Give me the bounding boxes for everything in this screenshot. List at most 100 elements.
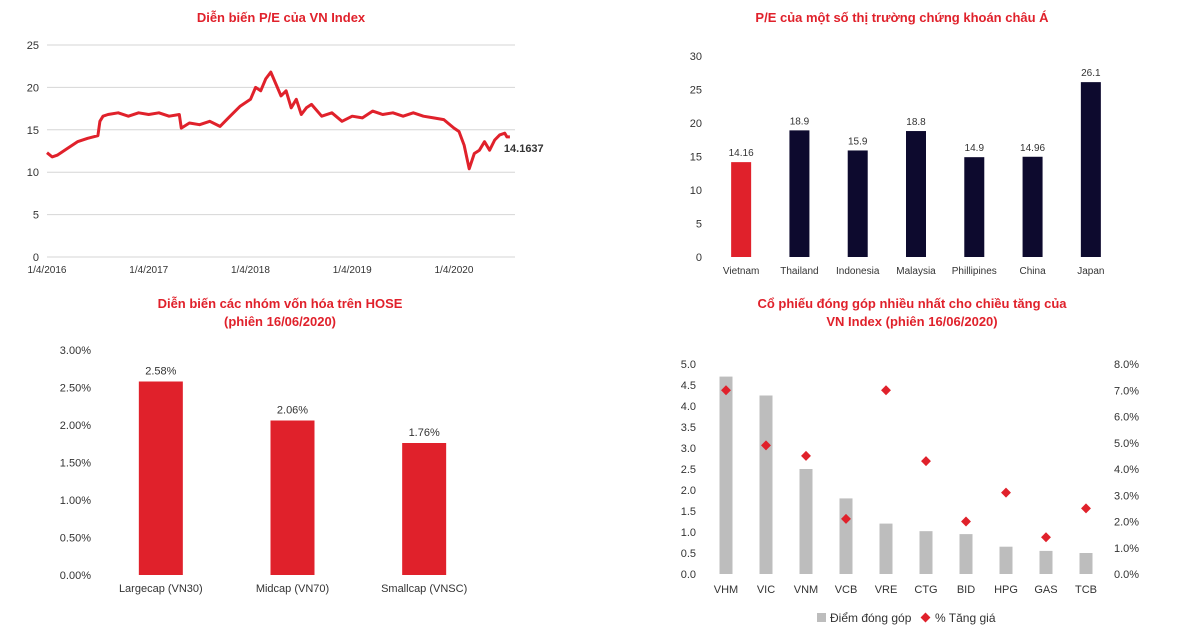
grid <box>47 44 515 258</box>
y-tick-label: 1.00% <box>60 495 91 507</box>
y-left-tick-label: 0.5 <box>681 548 696 560</box>
x-tick-label: CTG <box>914 584 937 596</box>
y-left-tick-label: 2.5 <box>681 464 696 476</box>
y-left-tick-label: 2.0 <box>681 485 696 497</box>
x-tick-label: China <box>1020 266 1047 277</box>
y-tick-label: 0 <box>33 252 39 264</box>
x-tick-label: Smallcap (VNSC) <box>381 583 467 595</box>
x-tick-label: Thailand <box>780 266 818 277</box>
y-tick-label: 25 <box>690 85 702 97</box>
bar-vic <box>759 395 773 574</box>
y-left-tick-label: 5.0 <box>681 359 696 371</box>
diamond-vre <box>881 385 891 396</box>
y-tick-label: 10 <box>690 185 702 197</box>
data-label: 18.8 <box>906 117 926 128</box>
x-tick-label: 1/4/2016 <box>28 265 67 276</box>
diamond-markers <box>721 385 1091 543</box>
chart-title-line-1: Cổ phiếu đóng góp nhiều nhất cho chiều t… <box>757 296 1067 311</box>
y-right-tick-label: 6.0% <box>1114 412 1139 424</box>
y-tick-label: 20 <box>27 82 39 94</box>
y-left-tick-label: 1.0 <box>681 527 696 539</box>
legend-label-diamond: % Tăng giá <box>935 611 996 625</box>
bar-vnm <box>799 469 813 574</box>
bar-group <box>402 443 447 575</box>
bar-japan <box>1080 82 1101 257</box>
data-label: 15.9 <box>848 136 868 147</box>
y-tick-label: 5 <box>33 210 39 222</box>
x-tick-label: VNM <box>794 584 818 596</box>
y-tick-label: 0.50% <box>60 533 91 545</box>
y-right-tick-label: 7.0% <box>1114 385 1139 397</box>
y-left-tick-label: 4.5 <box>681 380 696 392</box>
data-label: 1.76% <box>409 427 440 439</box>
y-right-tick-label: 4.0% <box>1114 464 1139 476</box>
chart-title-line-2: VN Index (phiên 16/06/2020) <box>826 314 997 329</box>
chart-pe-asia: P/E của một số thị trường chứng khoán ch… <box>690 10 1105 277</box>
x-tick-label: 1/4/2019 <box>333 265 372 276</box>
y-axis: 0 5 10 15 20 25 30 <box>690 51 702 264</box>
data-label: 14.96 <box>1020 143 1045 154</box>
bar-gas <box>1039 550 1053 574</box>
y-right-tick-label: 0.0% <box>1114 569 1139 581</box>
x-tick-label: 1/4/2020 <box>434 265 473 276</box>
y-axis: 0.00% 0.50% 1.00% 1.50% 2.00% 2.50% 3.00% <box>60 345 91 582</box>
bar-indonesia <box>847 150 868 257</box>
bar-vhm <box>719 376 733 574</box>
y-tick-label: 20 <box>690 118 702 130</box>
data-label: 2.06% <box>277 405 308 417</box>
bars: 14.16 Vietnam 18.9 Thailand 15.9 Indonesia 18.… <box>723 68 1105 277</box>
x-tick-label: Malaysia <box>896 266 936 277</box>
bar-vietnam <box>731 162 752 257</box>
y-left-tick-label: 0.0 <box>681 569 696 581</box>
series-line-pe-vnindex <box>46 70 510 171</box>
data-label: 2.58% <box>145 366 176 378</box>
y-tick-label: 1.50% <box>60 458 91 470</box>
diamond-vic <box>761 440 771 451</box>
y-right-tick-label: 2.0% <box>1114 517 1139 529</box>
y-tick-label: 2.50% <box>60 383 91 395</box>
x-tick-label: VIC <box>757 584 775 596</box>
x-tick-label: BID <box>957 584 975 596</box>
legend-label-bar: Điểm đóng góp <box>830 611 912 625</box>
y-tick-label: 5 <box>696 219 702 231</box>
x-tick-label: 1/4/2018 <box>231 265 270 276</box>
diamond-vhm <box>721 385 731 396</box>
x-tick-label: VCB <box>835 584 858 596</box>
y-tick-label: 30 <box>690 51 702 63</box>
bar-tcb <box>1079 553 1093 574</box>
bar-phillipines <box>964 157 985 257</box>
y-right-tick-label: 8.0% <box>1114 359 1139 371</box>
x-tick-label: Indonesia <box>836 266 880 277</box>
y-tick-label: 0.00% <box>60 570 91 582</box>
bar-group <box>270 420 315 575</box>
data-label: 18.9 <box>790 116 810 127</box>
bar-bid <box>959 534 973 574</box>
data-label: 14.16 <box>729 148 754 159</box>
y-left-tick-label: 3.5 <box>681 422 696 434</box>
chart-title: P/E của một số thị trường chứng khoán ch… <box>755 10 1049 25</box>
bar-group <box>138 381 183 575</box>
diamond-ctg <box>921 456 931 467</box>
x-axis: 1/4/2016 1/4/2017 1/4/2018 1/4/2019 1/4/2020 <box>28 265 474 276</box>
diamond-hpg <box>1001 487 1011 498</box>
bar-ctg <box>919 531 933 574</box>
y-tick-label: 25 <box>27 40 39 52</box>
bar-hpg <box>999 546 1013 574</box>
legend-swatch-bar <box>817 613 826 622</box>
data-label: 14.9 <box>965 143 985 154</box>
x-tick-label: 1/4/2017 <box>129 265 168 276</box>
x-tick-label: Midcap (VN70) <box>256 583 329 595</box>
bar-vcb <box>839 498 853 574</box>
diamond-bid <box>961 516 971 527</box>
y-tick-label: 15 <box>27 125 39 137</box>
diamond-gas <box>1041 532 1051 543</box>
y-right-tick-label: 1.0% <box>1114 543 1139 555</box>
legend: Điểm đóng góp % Tăng giá <box>817 611 996 625</box>
chart-pe-vnindex: Diễn biến P/E của VN Index 0 5 10 15 20 25 1/… <box>27 10 544 276</box>
x-tick-label: VHM <box>714 584 738 596</box>
y-axis: 0 5 10 15 20 25 <box>27 40 39 264</box>
x-tick-label: GAS <box>1034 584 1057 596</box>
data-label: 26.1 <box>1081 68 1101 79</box>
chart-hose-groups: Diễn biến các nhóm vốn hóa trên HOSE (ph… <box>60 296 467 595</box>
x-tick-label: Largecap (VN30) <box>119 583 203 595</box>
